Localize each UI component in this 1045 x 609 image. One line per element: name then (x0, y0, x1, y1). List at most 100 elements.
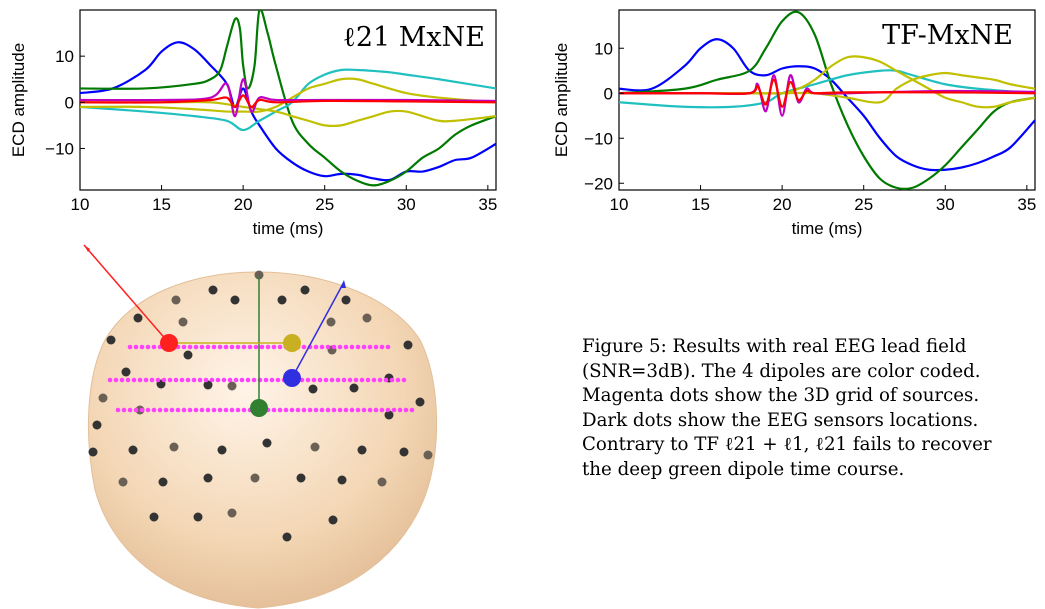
y-tick-label: 10 (55, 47, 74, 66)
source-dot (367, 344, 373, 350)
source-dot (229, 407, 235, 413)
y-tick-label: −10 (45, 139, 74, 158)
source-dot (379, 407, 385, 413)
source-dot (269, 377, 275, 383)
sensor-dot (277, 295, 287, 305)
source-dot (125, 377, 131, 383)
x-axis-label: time (ms) (792, 219, 863, 238)
source-dot (395, 377, 401, 383)
y-axis-label: ECD amplitude (552, 43, 571, 157)
sensor-dot (133, 313, 143, 323)
x-tick-label: 30 (397, 195, 416, 214)
source-dot (311, 377, 317, 383)
source-dot (235, 344, 241, 350)
source-dot (169, 407, 175, 413)
sensor-dot (169, 442, 179, 452)
sensor-dot (308, 384, 318, 394)
dipole-yellow (283, 334, 301, 352)
source-dot (275, 377, 281, 383)
dipole-green (250, 399, 268, 417)
sensor-dot (158, 477, 168, 487)
dipole-blue (283, 369, 301, 387)
sensor-dot (203, 473, 213, 483)
x-tick-label: 20 (234, 195, 253, 214)
source-dot (181, 344, 187, 350)
x-tick-label: 30 (936, 195, 955, 214)
source-dot (121, 407, 127, 413)
source-dot (337, 344, 343, 350)
y-tick-label: −20 (584, 174, 613, 193)
source-dot (385, 344, 391, 350)
source-dot (127, 344, 133, 350)
source-dot (211, 344, 217, 350)
source-dot (317, 377, 323, 383)
series-line-0 (80, 41, 496, 182)
y-tick-label: −10 (584, 129, 613, 148)
x-tick-label: 15 (691, 195, 710, 214)
source-dot (217, 344, 223, 350)
source-dot (145, 344, 151, 350)
sensor-dot (300, 285, 310, 295)
caption-line: Contrary to TF ℓ21 + ℓ1, ℓ21 fails to re… (582, 434, 992, 456)
source-dot (277, 407, 283, 413)
source-dot (143, 377, 149, 383)
source-dot (331, 407, 337, 413)
sensor-dot (217, 445, 227, 455)
sensor-dot (423, 450, 433, 460)
source-dot (193, 407, 199, 413)
sensor-dot (415, 397, 425, 407)
caption-line: (SNR=3dB). The 4 dipoles are color coded… (582, 360, 981, 382)
sensor-dot (106, 335, 116, 345)
ticks-layer: 10 15 20 25 30 35 −20 −10 0 10 (584, 39, 1036, 214)
x-tick-label: 15 (152, 195, 171, 214)
sensor-dot (98, 393, 108, 403)
source-dot (359, 377, 365, 383)
sensor-dot (128, 445, 138, 455)
series-line-6 (619, 78, 1035, 108)
dipole-red-arrow (83, 244, 169, 343)
source-dot (245, 377, 251, 383)
sensor-dot (250, 473, 260, 483)
sensor-dot (341, 295, 351, 305)
source-dot (241, 344, 247, 350)
sensor-dot (118, 477, 128, 487)
source-dot (335, 377, 341, 383)
source-dot (319, 407, 325, 413)
source-dot (149, 377, 155, 383)
source-dot (191, 377, 197, 383)
source-dot (337, 407, 343, 413)
sensor-dot (178, 317, 188, 327)
source-dot (355, 407, 361, 413)
sensor-dot (183, 350, 193, 360)
source-dot (307, 407, 313, 413)
sensor-dot (121, 367, 131, 377)
x-tick-label: 10 (71, 195, 90, 214)
source-dot (385, 407, 391, 413)
source-dot (187, 407, 193, 413)
source-dot (199, 344, 205, 350)
source-dot (137, 377, 143, 383)
source-dot (229, 344, 235, 350)
source-dot (215, 377, 221, 383)
chart-title: TF-MxNE (882, 20, 1013, 51)
source-dot (305, 377, 311, 383)
sensor-dot (326, 317, 336, 327)
sphere-surface (87, 271, 438, 609)
dipoles (83, 244, 346, 417)
source-dot (145, 407, 151, 413)
source-dot (347, 377, 353, 383)
source-dot (403, 407, 409, 413)
series-line-2 (619, 69, 1035, 109)
source-dot (353, 377, 359, 383)
source-dot (349, 344, 355, 350)
dipole-blue-arrowhead (340, 280, 346, 288)
figure-caption: Figure 5: Results with real EEG lead fie… (582, 335, 1042, 483)
sensor-dot (403, 340, 413, 350)
source-dot (139, 407, 145, 413)
source-dot (271, 344, 277, 350)
y-tick-label: 10 (594, 39, 613, 58)
source-dot (199, 407, 205, 413)
dipole-red (160, 334, 178, 352)
source-dot (361, 407, 367, 413)
source-dot (209, 377, 215, 383)
